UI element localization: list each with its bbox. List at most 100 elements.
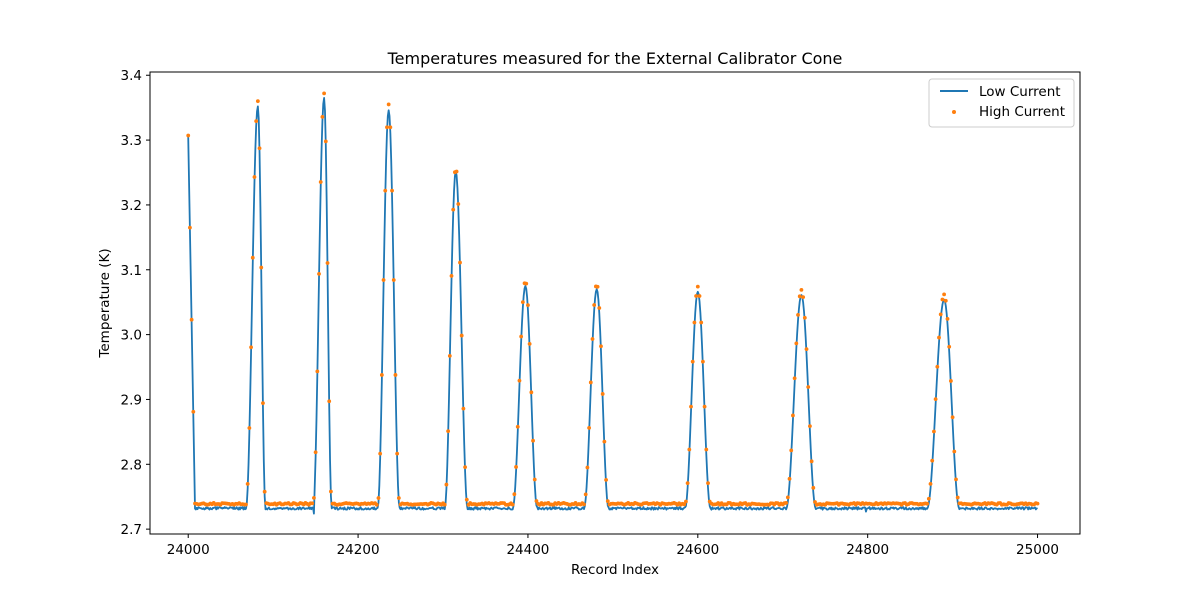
- high-current-point: [252, 175, 257, 179]
- high-current-point: [954, 477, 958, 482]
- high-current-point: [515, 424, 520, 429]
- high-current-point: [942, 292, 947, 297]
- high-current-point: [259, 265, 264, 270]
- high-current-point: [519, 334, 524, 339]
- y-axis-label: Temperature (K): [97, 248, 113, 358]
- high-current-point: [684, 499, 688, 504]
- high-current-point: [799, 287, 804, 292]
- high-current-point: [933, 397, 938, 402]
- high-current-point: [189, 317, 194, 322]
- high-current-point: [385, 125, 389, 130]
- high-current-point: [952, 449, 957, 454]
- high-current-point: [811, 485, 816, 490]
- high-current-point: [318, 180, 323, 184]
- high-current-point: [785, 495, 790, 500]
- high-current-point: [791, 413, 795, 418]
- high-current-point: [682, 502, 687, 507]
- y-axis: 2.7 2.8 2.9 3.0 3.1 3.2 3.3 3.4: [121, 68, 150, 538]
- high-current-point: [442, 502, 447, 507]
- high-current-point: [325, 261, 330, 265]
- high-current-point: [809, 459, 814, 464]
- high-current-point: [320, 115, 325, 119]
- x-tick-label: 24000: [167, 542, 210, 558]
- y-tick-label: 2.8: [121, 457, 142, 473]
- high-current-point: [690, 359, 695, 364]
- high-current-point: [932, 429, 936, 434]
- high-current-point: [391, 278, 396, 282]
- high-current-point: [804, 347, 809, 352]
- high-current-point: [395, 451, 400, 456]
- high-current-point: [794, 341, 799, 346]
- high-current-point: [451, 207, 456, 212]
- high-current-point: [313, 450, 318, 455]
- high-current-point: [590, 337, 595, 341]
- legend-low-current-label: Low Current: [979, 84, 1061, 100]
- high-current-point: [585, 465, 590, 470]
- high-current-point: [930, 458, 935, 463]
- high-current-point: [376, 496, 381, 500]
- high-current-point: [449, 274, 454, 278]
- high-current-point: [390, 188, 394, 193]
- x-tick-label: 25000: [1016, 542, 1059, 558]
- high-current-point: [945, 317, 950, 321]
- high-current-point: [706, 481, 710, 486]
- high-current-point: [796, 313, 800, 317]
- y-tick-label: 2.9: [121, 392, 142, 408]
- high-current-point: [704, 447, 709, 452]
- high-current-point: [597, 306, 602, 310]
- high-current-point: [262, 489, 267, 494]
- high-current-point: [935, 364, 940, 369]
- high-current-point: [526, 303, 530, 308]
- y-tick-label: 3.1: [121, 263, 142, 279]
- high-current-point: [687, 447, 692, 452]
- high-current-point: [456, 202, 461, 206]
- legend-high-current-label: High Current: [979, 104, 1065, 120]
- high-current-point: [604, 477, 608, 482]
- high-current-point: [532, 477, 537, 482]
- high-current-point: [255, 99, 260, 104]
- high-current-point: [943, 298, 948, 303]
- high-current-point: [261, 401, 265, 406]
- high-current-point: [527, 342, 532, 346]
- high-current-point: [510, 502, 515, 507]
- x-tick-label: 24400: [506, 542, 549, 558]
- high-current-point: [592, 303, 597, 307]
- high-current-point: [447, 353, 452, 358]
- high-current-point: [186, 133, 191, 138]
- high-current-point: [454, 169, 459, 174]
- y-tick-label: 3.3: [121, 133, 142, 149]
- high-current-point: [806, 385, 811, 389]
- high-current-point: [514, 465, 518, 469]
- high-current-point: [685, 481, 690, 486]
- legend-high-current-swatch: [952, 110, 956, 114]
- high-current-point: [602, 439, 607, 444]
- high-current-point: [386, 102, 391, 107]
- chart-title: Temperatures measured for the External C…: [387, 49, 843, 68]
- high-current-point: [315, 369, 320, 374]
- high-current-point: [461, 406, 466, 411]
- high-current-point: [396, 496, 401, 500]
- x-axis-label: Record Index: [571, 562, 659, 578]
- high-current-point: [583, 492, 588, 497]
- y-tick-label: 3.2: [121, 198, 142, 214]
- high-current-point: [699, 320, 704, 325]
- high-current-point: [926, 496, 931, 501]
- high-current-point: [808, 424, 812, 429]
- high-current-point: [381, 278, 386, 282]
- high-current-point: [323, 139, 328, 144]
- high-current-point: [588, 380, 593, 385]
- high-current-point: [531, 438, 535, 443]
- y-tick-label: 3.4: [121, 68, 142, 84]
- high-current-point: [512, 492, 517, 497]
- high-current-point: [595, 284, 600, 289]
- high-current-point: [701, 359, 705, 364]
- high-current-point: [587, 426, 591, 430]
- high-current-point: [254, 119, 259, 124]
- high-current-point: [245, 482, 250, 486]
- high-current-point: [947, 344, 952, 349]
- x-axis: 24000 24200 24400 24600 24800 25000: [167, 534, 1059, 558]
- high-current-point: [310, 501, 315, 506]
- high-current-point: [312, 495, 316, 500]
- high-current-point: [582, 502, 586, 507]
- high-current-point: [374, 502, 379, 507]
